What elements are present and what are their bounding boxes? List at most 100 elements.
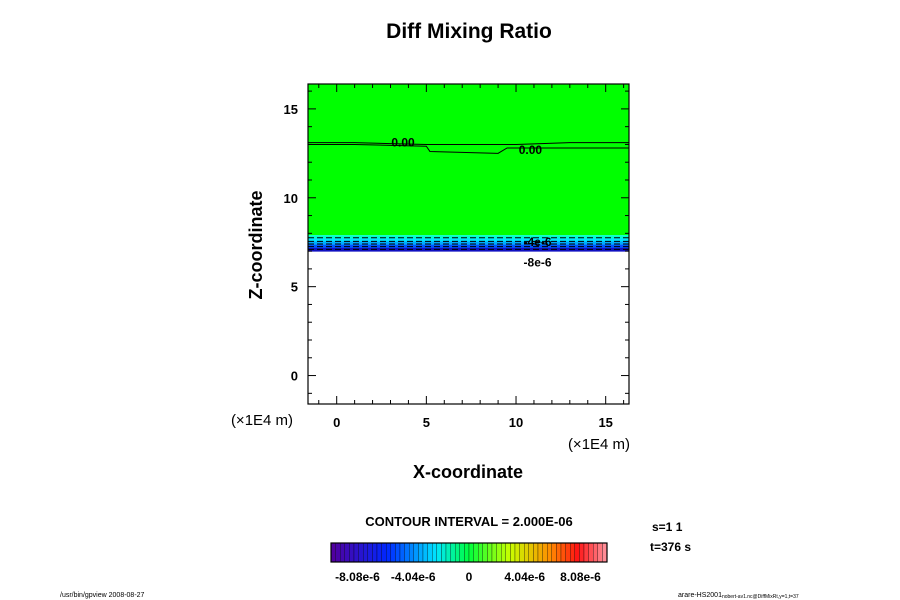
colorbar-tick-label: -8.08e-6 bbox=[335, 570, 380, 584]
colorbar-cell bbox=[501, 542, 506, 563]
fill-band-negative bbox=[308, 241, 629, 246]
colorbar-cell bbox=[468, 542, 474, 563]
fill-band-zero bbox=[308, 84, 629, 236]
x-tick-label: 5 bbox=[423, 415, 430, 430]
colorbar-cell bbox=[570, 542, 575, 563]
colorbar-cell bbox=[409, 542, 414, 563]
colorbar-cell bbox=[505, 542, 511, 563]
colorbar-tick-label: 8.08e-6 bbox=[560, 570, 601, 584]
fill-band-negative bbox=[308, 238, 629, 243]
colorbar-cell bbox=[514, 542, 520, 563]
colorbar bbox=[330, 542, 608, 563]
colorbar-cell bbox=[459, 542, 465, 563]
colorbar-tick-label: 0 bbox=[466, 570, 473, 584]
fill-band-negative bbox=[308, 244, 629, 249]
fill-band-negative bbox=[308, 247, 629, 252]
contour-interval: CONTOUR INTERVAL = 2.000E-06 bbox=[365, 514, 572, 529]
colorbar-cell bbox=[381, 542, 387, 563]
colorbar-cell bbox=[602, 542, 608, 563]
color-fill bbox=[308, 84, 629, 252]
colorbar-cell bbox=[574, 542, 580, 563]
colorbar-cell bbox=[422, 542, 428, 563]
contour-label: 0.00 bbox=[391, 136, 415, 150]
contour-label: 0.00 bbox=[519, 143, 543, 157]
y-tick-label: 10 bbox=[284, 191, 298, 206]
chart-title: Diff Mixing Ratio bbox=[386, 20, 552, 43]
colorbar-cell bbox=[418, 542, 424, 563]
y-axis-label: Z-coordinate bbox=[246, 190, 266, 299]
colorbar-cell bbox=[524, 542, 529, 563]
colorbar-cell bbox=[478, 542, 483, 563]
contour-label: -4e-6 bbox=[524, 235, 552, 249]
colorbar-cell bbox=[445, 542, 451, 563]
colorbar-cell bbox=[367, 542, 373, 563]
colorbar-cell bbox=[413, 542, 419, 563]
colorbar-cell bbox=[353, 542, 359, 563]
x-tick-label: 10 bbox=[509, 415, 523, 430]
colorbar-frame bbox=[330, 542, 608, 563]
contour-label: -8e-6 bbox=[524, 256, 552, 270]
colorbar-cell bbox=[441, 542, 447, 563]
colorbar-cell bbox=[335, 542, 341, 563]
footer-right-main: arare-HS2001 bbox=[678, 592, 722, 599]
x-unit-left: (×1E4 m) bbox=[231, 412, 293, 429]
colorbar-cell bbox=[487, 542, 493, 563]
colorbar-cell bbox=[464, 542, 470, 563]
colorbar-cell bbox=[432, 542, 437, 563]
colorbar-cell bbox=[533, 542, 539, 563]
colorbar-cell bbox=[344, 542, 350, 563]
colorbar-cell bbox=[491, 542, 497, 563]
colorbar-cell bbox=[455, 542, 460, 563]
colorbar-cell bbox=[496, 542, 502, 563]
contour-line bbox=[308, 142, 629, 145]
colorbar-cell bbox=[537, 542, 543, 563]
colorbar-cell bbox=[404, 542, 410, 563]
x-tick-label: 0 bbox=[333, 415, 340, 430]
y-tick-label: 15 bbox=[284, 102, 298, 117]
colorbar-cell bbox=[597, 542, 603, 563]
colorbar-cell bbox=[395, 542, 401, 563]
colorbar-cell bbox=[427, 542, 433, 563]
footer-right-sub: nobert-av1.nc@DiffMixRt,y=1,t=37 bbox=[722, 594, 799, 600]
colorbar-cell bbox=[372, 542, 378, 563]
contour-lines: 0.00 0.00 -4e-6 -8e-6 bbox=[308, 136, 629, 270]
colorbar-cell bbox=[473, 542, 479, 563]
colorbar-cell bbox=[390, 542, 396, 563]
colorbar-cell bbox=[551, 542, 557, 563]
colorbar-cell bbox=[560, 542, 566, 563]
colorbar-cell bbox=[579, 542, 585, 563]
colorbar-cell bbox=[482, 542, 488, 563]
colorbar-cell bbox=[340, 542, 345, 563]
colorbar-cell bbox=[556, 542, 562, 563]
colorbar-cell bbox=[565, 542, 571, 563]
fill-band-negative bbox=[308, 235, 629, 239]
colorbar-cell bbox=[330, 542, 336, 563]
colorbar-cell bbox=[376, 542, 382, 563]
colorbar-labels: -8.08e-6 -4.04e-6 0 4.04e-6 8.08e-6 bbox=[335, 570, 601, 584]
contour-line bbox=[308, 143, 629, 154]
colorbar-cell bbox=[528, 542, 534, 563]
colorbar-tick-label: -4.04e-6 bbox=[391, 570, 436, 584]
x-axis-label: X-coordinate bbox=[413, 462, 523, 482]
info-s: s=1 1 bbox=[652, 520, 683, 534]
footer-left: /usr/bin/gpview 2008-08-27 bbox=[60, 592, 145, 599]
info-t: t=376 s bbox=[650, 540, 691, 554]
colorbar-tick-label: 4.04e-6 bbox=[504, 570, 545, 584]
y-tick-label: 0 bbox=[291, 369, 298, 384]
axis-ticks: 0 5 10 15 0 5 10 15 bbox=[284, 84, 629, 430]
colorbar-cell bbox=[358, 542, 364, 563]
colorbar-cell bbox=[510, 542, 516, 563]
colorbar-cell bbox=[399, 542, 405, 563]
footer-right: arare-HS2001nobert-av1.nc@DiffMixRt,y=1,… bbox=[678, 592, 799, 600]
colorbar-cell bbox=[386, 542, 391, 563]
x-tick-label: 15 bbox=[598, 415, 612, 430]
colorbar-cell bbox=[588, 542, 594, 563]
colorbar-cell bbox=[436, 542, 442, 563]
colorbar-cell bbox=[583, 542, 589, 563]
colorbar-cell bbox=[519, 542, 525, 563]
colorbar-cell bbox=[542, 542, 548, 563]
plot-frame bbox=[307, 83, 630, 405]
colorbar-cell bbox=[450, 542, 456, 563]
